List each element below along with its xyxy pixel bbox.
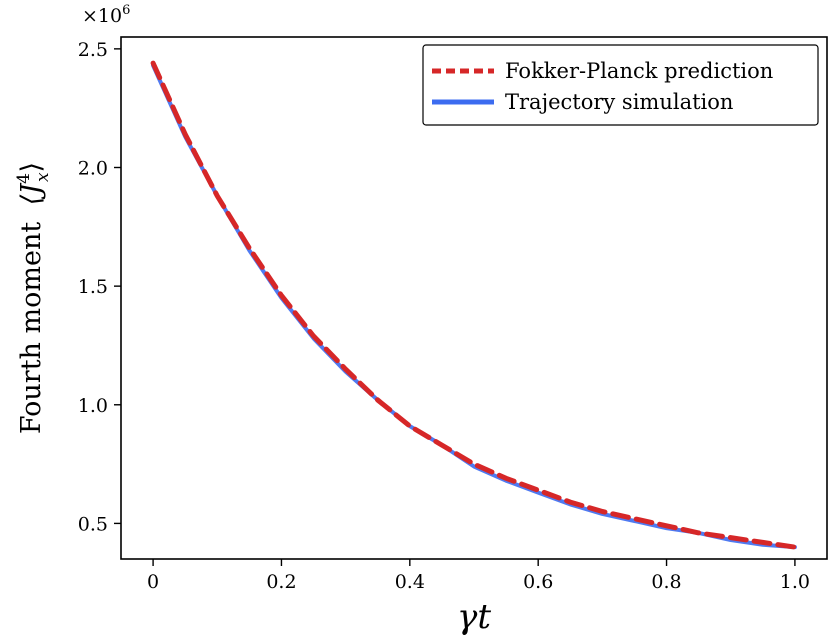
legend-label-trajectory: Trajectory simulation — [505, 90, 733, 114]
ticks-layer: 0 0.2 0.4 0.6 0.8 1.0 0.5 1.0 1.5 2.0 2.5 — [78, 39, 810, 593]
legend-label-fokker-planck: Fokker-Planck prediction — [505, 59, 773, 83]
legend-box — [422, 44, 819, 126]
x-tick-label: 0 — [147, 571, 159, 593]
series-layer — [150, 60, 798, 550]
plot-frame — [120, 36, 828, 560]
y-tick-label: 2.5 — [78, 39, 108, 61]
y-axis-title: Fourth moment ⟨J4x⟩ — [14, 162, 53, 434]
y-tick-label: 0.5 — [78, 513, 108, 535]
x-tick-label: 0.4 — [395, 571, 425, 593]
y-tick-label: 1.5 — [78, 276, 108, 298]
x-tick-label: 0.8 — [651, 571, 681, 593]
x-axis-title: γt — [457, 597, 491, 637]
x-tick-label: 1.0 — [780, 571, 810, 593]
x-tick-label: 0.2 — [266, 571, 296, 593]
x-tick-label: 0.6 — [523, 571, 553, 593]
series-line-fokker-planck-prediction — [150, 60, 798, 550]
y-tick-label: 2.0 — [78, 158, 108, 180]
series-line-trajectory-simulation — [151, 63, 797, 550]
legend: Fokker-Planck prediction Trajectory simu… — [422, 44, 819, 126]
y-scale-label: ×106 — [82, 3, 130, 27]
y-tick-label: 1.0 — [78, 395, 108, 417]
